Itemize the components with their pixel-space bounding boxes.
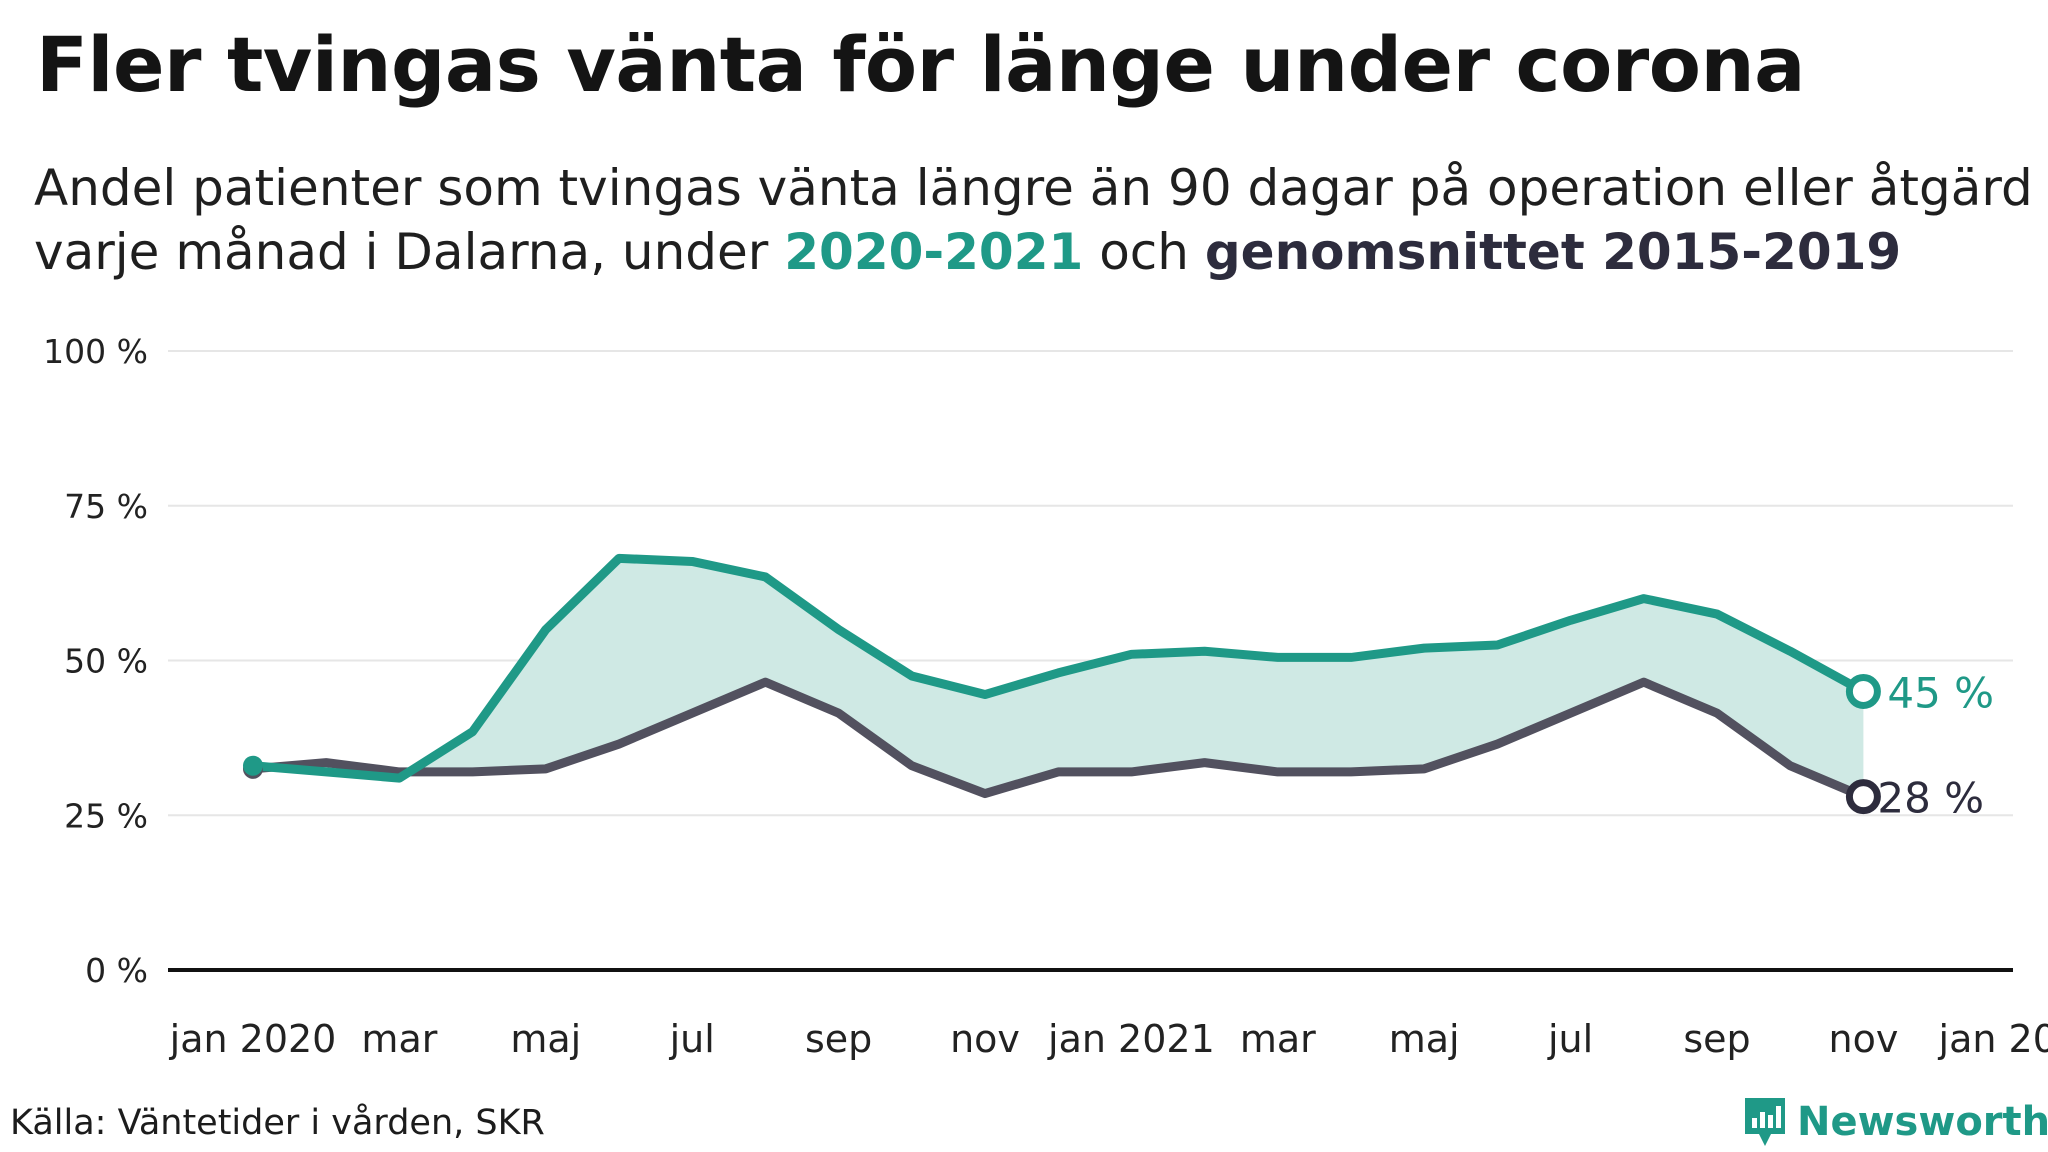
newsworthy-logo: Newsworthy [1741, 1094, 2048, 1150]
x-tick-label: sep [805, 1017, 872, 1061]
y-tick-label: 100 % [43, 332, 148, 371]
y-tick-label: 50 % [64, 642, 148, 681]
y-axis-tick-labels: 0 % 25 % 50 % 75 % 100 % [43, 332, 148, 990]
series-2020-2021-start-point [243, 755, 263, 776]
subtitle-text-pre: varje månad i Dalarna, under [34, 223, 785, 281]
chart-subtitle: Andel patienter som tvingas vänta längre… [34, 156, 2033, 284]
x-tick-label: maj [1389, 1017, 1460, 1061]
x-axis-tick-labels: jan 2020 mar maj jul sep nov jan 2021 mar maj jul… [169, 1017, 2048, 1061]
x-tick-label: jul [669, 1017, 715, 1061]
x-tick-label: nov [1828, 1017, 1898, 1061]
x-tick-label: maj [510, 1017, 581, 1061]
average-end-label: 28 % [1877, 774, 1984, 823]
subtitle-series-average: genomsnittet 2015-2019 [1204, 223, 1902, 281]
average-end-point [1845, 779, 1881, 815]
subtitle-line-2: varje månad i Dalarna, under 2020-2021 o… [34, 220, 2033, 284]
source-note: Källa: Väntetider i vården, SKR [10, 1103, 545, 1143]
y-tick-label: 75 % [64, 487, 148, 526]
subtitle-series-2020-2021: 2020-2021 [784, 223, 1084, 281]
x-tick-label: jan 2020 [169, 1017, 337, 1061]
subtitle-text-mid: och [1083, 223, 1205, 281]
series-markers: 45 % 28 % [243, 668, 1994, 823]
x-tick-label: jan 202 [1938, 1017, 2048, 1061]
average-line [248, 677, 1868, 802]
x-tick-label: mar [1240, 1017, 1316, 1061]
y-tick-label: 25 % [64, 796, 148, 835]
x-tick-label: jul [1547, 1017, 1593, 1061]
y-tick-label: 0 % [85, 951, 148, 990]
series-lines [248, 553, 1868, 802]
series-2020-2021-end-point [1845, 673, 1881, 709]
series-2020-2021-end-label: 45 % [1887, 668, 1994, 717]
series-2020-2021-line [248, 553, 1868, 783]
chart-title: Fler tvingas vänta för länge under coron… [36, 20, 1805, 109]
newsworthy-logo-icon [1745, 1098, 1785, 1146]
newsworthy-logo-text: Newsworthy [1797, 1099, 2048, 1145]
x-tick-label: mar [361, 1017, 437, 1061]
x-tick-label: sep [1683, 1017, 1750, 1061]
x-tick-label: jan 2021 [1047, 1017, 1215, 1061]
x-tick-label: nov [950, 1017, 1020, 1061]
subtitle-line-1: Andel patienter som tvingas vänta längre… [34, 159, 2033, 217]
